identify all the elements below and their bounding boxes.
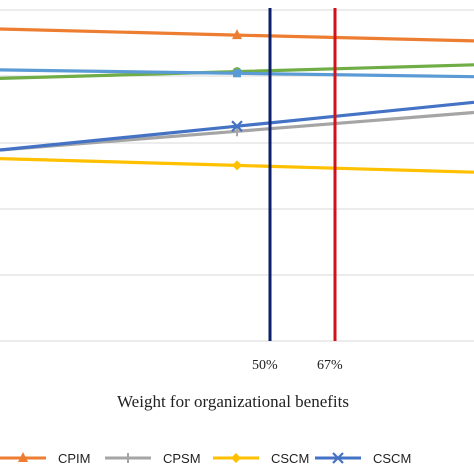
- series-marker-5: [233, 69, 241, 78]
- legend-label-2: CSCM: [271, 451, 309, 466]
- legend-label-1: CPSM: [163, 451, 201, 466]
- legend-label-3: CSCM: [373, 451, 411, 466]
- reference-lines: [268, 8, 337, 341]
- legend-marker-2: [231, 453, 241, 463]
- legend-marker-3: [332, 452, 344, 464]
- series-marker-3: [231, 120, 243, 132]
- legend-label-0: CPIM: [58, 451, 91, 466]
- x-marker-label-0: 50%: [252, 358, 278, 373]
- x-axis-title: Weight for organizational benefits: [117, 392, 349, 411]
- series-marker-2: [232, 160, 242, 171]
- x-marker-labels: 50% 67%: [252, 358, 343, 373]
- series-marker-1: [232, 126, 242, 137]
- legend-marker-1: [123, 453, 133, 463]
- legend: CPIM CPSM CSCM CSCM: [0, 451, 411, 466]
- legend-marker-0: [18, 452, 28, 462]
- series-layer: [0, 27, 474, 174]
- series-marker-0: [232, 29, 242, 40]
- x-marker-label-1: 67%: [317, 358, 343, 373]
- gridlines: [0, 9, 474, 342]
